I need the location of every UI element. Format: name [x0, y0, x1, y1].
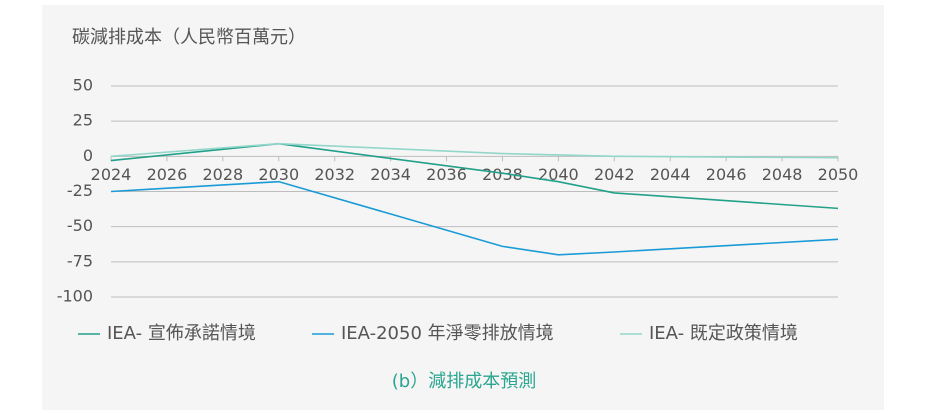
x-tick-label: 2044 [650, 165, 691, 184]
y-tick-label: -75 [67, 251, 93, 270]
legend-label: IEA- 宣佈承諾情境 [107, 323, 256, 344]
x-tick-label: 2042 [594, 165, 635, 184]
x-tick-label: 2046 [706, 165, 747, 184]
x-tick-label: 2030 [258, 165, 299, 184]
x-tick-label: 2024 [91, 165, 132, 184]
legend-label: IEA- 既定政策情境 [649, 323, 798, 344]
x-tick-label: 2038 [482, 165, 523, 184]
y-tick-label: 0 [83, 146, 93, 165]
y-axis-label: 碳減排成本（人民幣百萬元） [72, 27, 306, 48]
x-tick-label: 2050 [818, 165, 859, 184]
x-tick-label: 2026 [147, 165, 188, 184]
x-tick-label: 2040 [538, 165, 579, 184]
y-tick-label: -100 [57, 287, 93, 306]
line-series [110, 142, 839, 159]
x-tick-label: 2048 [762, 165, 803, 184]
y-tick-label: 50 [73, 76, 93, 95]
line-series [110, 180, 839, 256]
x-tick-label: 2032 [314, 165, 355, 184]
x-tick-label: 2034 [370, 165, 411, 184]
x-tick-label: 2028 [202, 165, 243, 184]
x-tick-label: 2036 [426, 165, 467, 184]
y-tick-label: -25 [67, 181, 93, 200]
caption: (b）減排成本預測 [392, 371, 536, 392]
y-tick-label: 25 [73, 111, 93, 130]
y-tick-label: -50 [67, 216, 93, 235]
legend-label: IEA-2050 年淨零排放情境 [341, 323, 554, 344]
panel [42, 5, 884, 410]
